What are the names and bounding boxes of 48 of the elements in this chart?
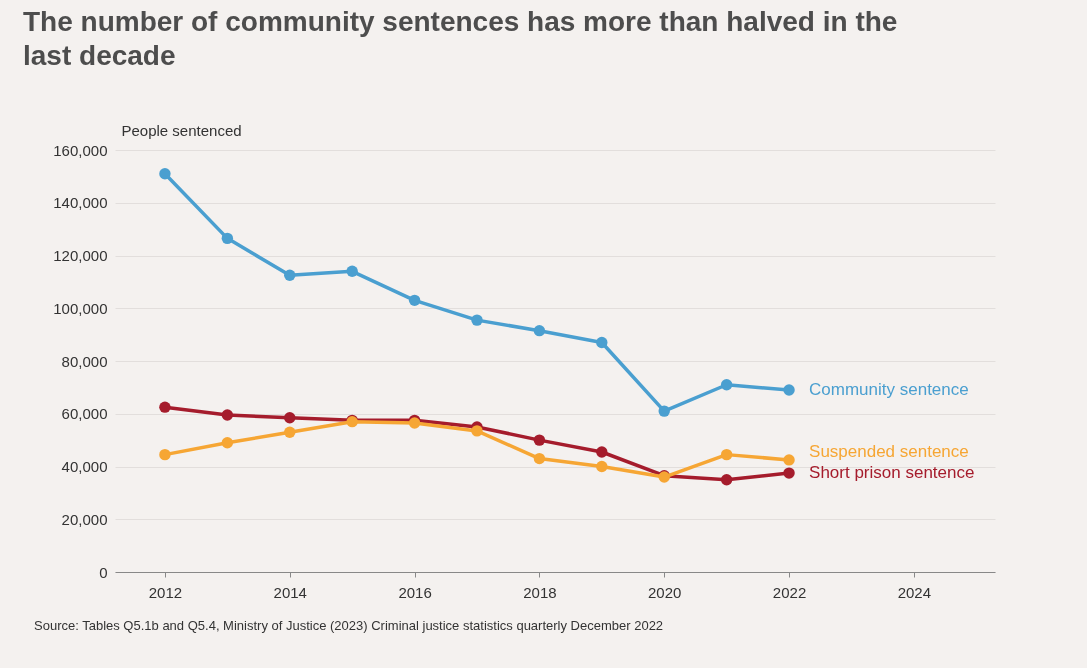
point — [533, 452, 546, 465]
point — [159, 448, 171, 461]
point — [783, 384, 795, 396]
point — [159, 168, 171, 180]
point — [720, 379, 733, 391]
x-tick-label: 2024 — [897, 583, 932, 601]
series-label: Short prison sentence — [809, 463, 975, 483]
y-tick-label: 140,000 — [53, 194, 108, 212]
point — [720, 448, 733, 461]
x-tick-label: 2020 — [648, 583, 682, 601]
point — [221, 437, 234, 449]
point — [596, 446, 608, 458]
y-tick-label: 0 — [99, 563, 108, 581]
x-tick-label: 2022 — [772, 583, 807, 601]
point — [471, 425, 483, 437]
point — [596, 336, 608, 349]
point — [783, 454, 795, 466]
point — [408, 294, 421, 307]
y-tick-label: 80,000 — [61, 352, 108, 370]
point — [221, 232, 234, 245]
point — [346, 265, 358, 278]
series-label: Suspended sentence — [809, 441, 969, 461]
x-tick-label: 2012 — [148, 583, 183, 601]
y-tick-label: 120,000 — [53, 247, 108, 264]
point — [596, 460, 608, 473]
point — [471, 314, 483, 326]
x-tick-label: 2014 — [273, 583, 307, 601]
y-tick-label: 60,000 — [61, 405, 108, 423]
point — [221, 409, 234, 421]
y-tick-label: 20,000 — [61, 510, 108, 528]
chart-title: The number of community sentences has more than halved in the last decade — [23, 6, 898, 71]
y-tick-label: 160,000 — [53, 141, 108, 159]
point — [159, 401, 171, 413]
y-tick-label: 40,000 — [61, 458, 108, 475]
y-tick-label: 100,000 — [53, 299, 108, 317]
x-tick-label: 2018 — [523, 583, 557, 601]
y-axis-title: People sentenced — [121, 121, 242, 139]
point — [284, 412, 296, 424]
point — [284, 269, 296, 281]
point — [533, 324, 546, 337]
series-label: Community sentence — [809, 380, 969, 400]
x-tick-label: 2016 — [398, 583, 432, 601]
source-note: Source: Tables Q5.1b and Q5.4, Ministry of Justice (2023) Criminal justice statistics quarterly December 2022 — [34, 618, 664, 633]
point — [783, 467, 795, 479]
point — [658, 405, 670, 417]
point — [720, 474, 733, 486]
point — [533, 434, 546, 446]
point — [284, 426, 296, 438]
